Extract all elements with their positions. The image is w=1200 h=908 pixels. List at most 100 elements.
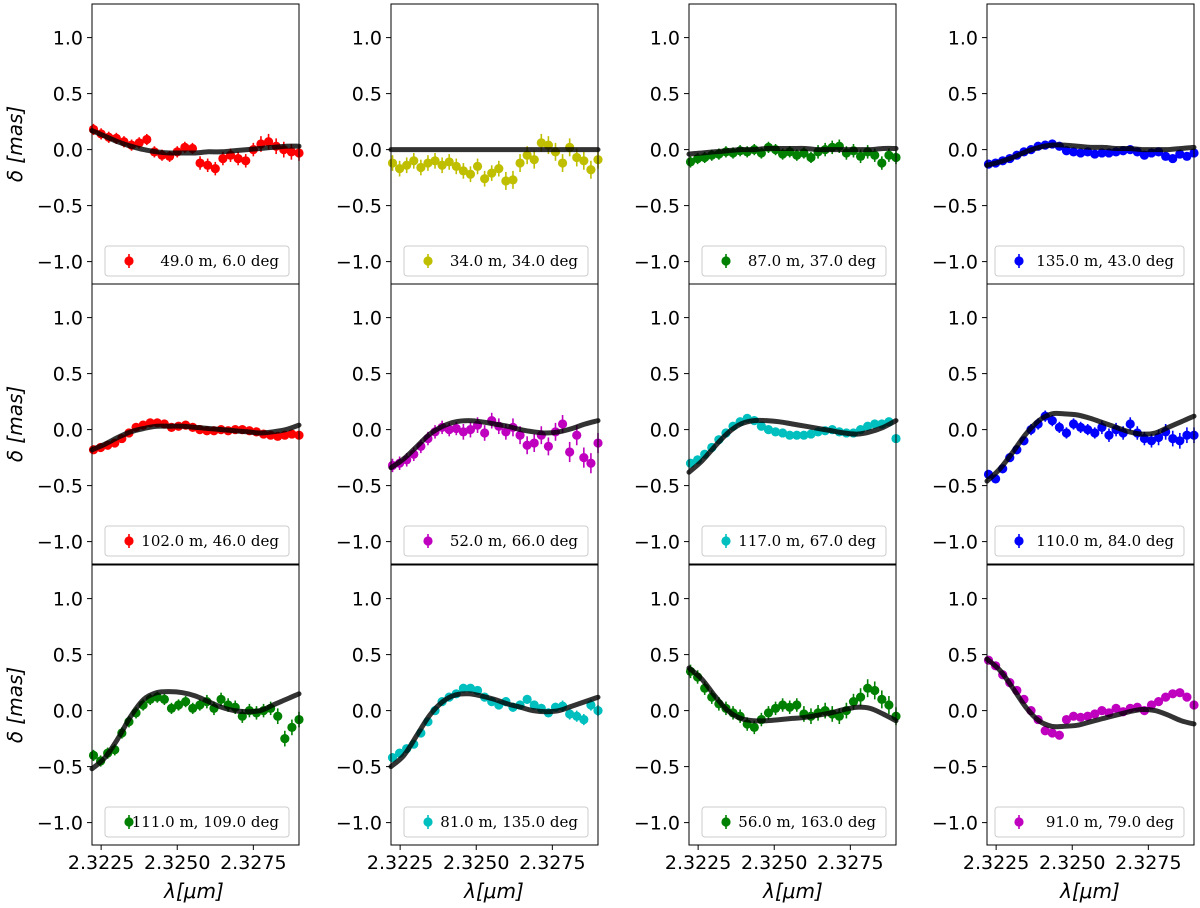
data-point <box>501 176 511 186</box>
legend-marker <box>124 536 134 546</box>
xtick-label: 2.3275 <box>220 852 286 874</box>
ytick-label: −1.0 <box>932 532 978 554</box>
model-curve <box>984 656 1197 730</box>
data-point <box>586 165 596 175</box>
data-point <box>487 168 497 178</box>
data-point <box>855 692 866 702</box>
ytick-label: 1.0 <box>53 589 83 611</box>
data-point <box>173 700 184 710</box>
legend-marker <box>1014 256 1024 266</box>
data-point <box>395 164 405 174</box>
model-curve <box>89 128 302 156</box>
legend-marker <box>423 256 433 266</box>
data-point <box>465 425 476 435</box>
data-point <box>870 419 880 429</box>
xtick-label: 2.3250 <box>144 852 210 874</box>
data-point <box>579 714 589 725</box>
ytick-label: 0.5 <box>650 645 680 667</box>
data-point <box>1182 430 1192 440</box>
xtick-label: 2.3225 <box>665 852 731 874</box>
data-point <box>1090 428 1100 438</box>
panel-grid: 1.0 0.5 0.0 −0.5 −1.0 49.0 m, 6.0 deg 1.0 0.5 0.… <box>37 3 1199 874</box>
data-point <box>218 153 228 164</box>
xtick-label: 2.3275 <box>519 852 585 874</box>
data-point <box>749 722 759 733</box>
legend-box <box>104 525 290 557</box>
data-point <box>870 685 880 696</box>
ylabel-row-1: δ [mas] <box>3 106 27 182</box>
data-point <box>444 157 454 167</box>
data-point <box>233 153 243 164</box>
data-point <box>458 166 468 176</box>
panel-6: 1.0 0.5 0.0 −0.5 −1.0 52.0 m, 66.0 deg <box>336 283 603 565</box>
model-curve <box>89 422 302 453</box>
data-point <box>870 150 880 160</box>
xlabel-col-2: λ[μm] <box>463 879 524 903</box>
data-point <box>557 158 568 168</box>
data-point <box>1182 692 1192 702</box>
data-point <box>529 700 539 710</box>
ylabel-row-3: δ [mas] <box>3 667 27 743</box>
legend: 34.0 m, 34.0 deg <box>403 245 589 277</box>
ytick-label: 1.0 <box>352 28 382 50</box>
ytick-label: −1.0 <box>37 252 83 274</box>
data-point <box>166 703 177 713</box>
data-point <box>159 694 169 705</box>
data-point <box>287 429 297 439</box>
data-point <box>579 453 589 463</box>
legend-marker <box>721 817 731 827</box>
data-point <box>693 153 703 164</box>
model-curve <box>984 410 1197 484</box>
data-point <box>1111 703 1121 713</box>
data-point <box>863 683 873 693</box>
data-point <box>210 164 220 174</box>
legend-marker <box>124 256 134 266</box>
data-point <box>437 160 447 170</box>
legend: 49.0 m, 6.0 deg <box>104 245 290 277</box>
data-point <box>1175 688 1185 698</box>
axes-frame <box>390 564 599 846</box>
model-curve <box>686 665 899 724</box>
data-point <box>522 440 532 450</box>
axes-frame <box>688 283 897 565</box>
data-point <box>480 428 490 438</box>
data-point <box>1061 146 1072 156</box>
data-point <box>785 430 795 440</box>
ytick-label: −1.0 <box>932 813 978 835</box>
xtick-label: 2.3225 <box>68 852 134 874</box>
panel-9: 1.0 0.5 0.0 −0.5 −1.0 2.3225 2.3250 2.3275 111.0… <box>37 564 304 874</box>
ytick-label: 0.5 <box>650 84 680 106</box>
xtick-label: 2.3250 <box>443 852 509 874</box>
legend-label: 117.0 m, 67.0 deg <box>738 532 876 550</box>
data-point <box>1040 726 1050 736</box>
legend-label: 56.0 m, 163.0 deg <box>738 813 876 831</box>
legend-label: 135.0 m, 43.0 deg <box>1036 252 1174 270</box>
ytick-label: −1.0 <box>336 813 382 835</box>
ytick-label: 0.5 <box>948 84 978 106</box>
legend-box <box>994 525 1185 557</box>
ytick-label: −1.0 <box>634 252 680 274</box>
data-point <box>1168 433 1178 444</box>
ytick-label: −1.0 <box>932 252 978 274</box>
legend-marker <box>721 256 731 266</box>
ytick-label: −0.5 <box>336 476 382 498</box>
ytick-label: 0.5 <box>53 84 83 106</box>
data-point <box>181 697 191 707</box>
data-point <box>1125 419 1135 429</box>
ytick-label: −1.0 <box>634 532 680 554</box>
data-point <box>579 156 589 166</box>
data-point <box>1083 711 1093 721</box>
legend-box <box>994 245 1185 277</box>
axes-frame <box>986 283 1195 565</box>
legend: 81.0 m, 135.0 deg <box>403 806 589 838</box>
data-point <box>529 438 539 448</box>
data-point <box>1175 436 1185 446</box>
data-point <box>685 157 696 167</box>
xtick-label: 2.3275 <box>1115 852 1181 874</box>
data-point <box>1182 151 1192 161</box>
model-curve <box>388 691 601 770</box>
data-point <box>1146 436 1157 446</box>
data-point <box>458 427 468 437</box>
xtick-label: 2.3225 <box>367 852 433 874</box>
ytick-label: 0.0 <box>53 701 83 723</box>
